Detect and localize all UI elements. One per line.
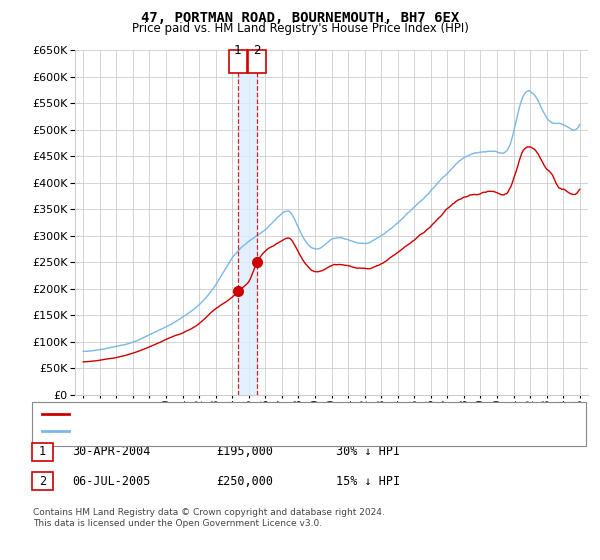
Text: 30-APR-2004: 30-APR-2004: [72, 445, 151, 459]
Text: 06-JUL-2005: 06-JUL-2005: [72, 474, 151, 488]
Text: HPI: Average price, detached house, Bournemouth Christchurch and Poole: HPI: Average price, detached house, Bour…: [76, 426, 514, 436]
Text: 2: 2: [39, 474, 46, 488]
Bar: [238, 50, 257, 395]
Text: 2: 2: [253, 44, 261, 57]
Text: 47, PORTMAN ROAD, BOURNEMOUTH, BH7 6EX (detached house): 47, PORTMAN ROAD, BOURNEMOUTH, BH7 6EX (…: [76, 409, 420, 419]
Text: 15% ↓ HPI: 15% ↓ HPI: [336, 474, 400, 488]
Text: £250,000: £250,000: [216, 474, 273, 488]
Text: 47, PORTMAN ROAD, BOURNEMOUTH, BH7 6EX: 47, PORTMAN ROAD, BOURNEMOUTH, BH7 6EX: [141, 11, 459, 25]
Text: £195,000: £195,000: [216, 445, 273, 459]
Text: Price paid vs. HM Land Registry's House Price Index (HPI): Price paid vs. HM Land Registry's House …: [131, 22, 469, 35]
Text: 1: 1: [39, 445, 46, 459]
Text: 1: 1: [234, 44, 241, 57]
Text: Contains HM Land Registry data © Crown copyright and database right 2024.
This d: Contains HM Land Registry data © Crown c…: [33, 508, 385, 528]
Text: 30% ↓ HPI: 30% ↓ HPI: [336, 445, 400, 459]
